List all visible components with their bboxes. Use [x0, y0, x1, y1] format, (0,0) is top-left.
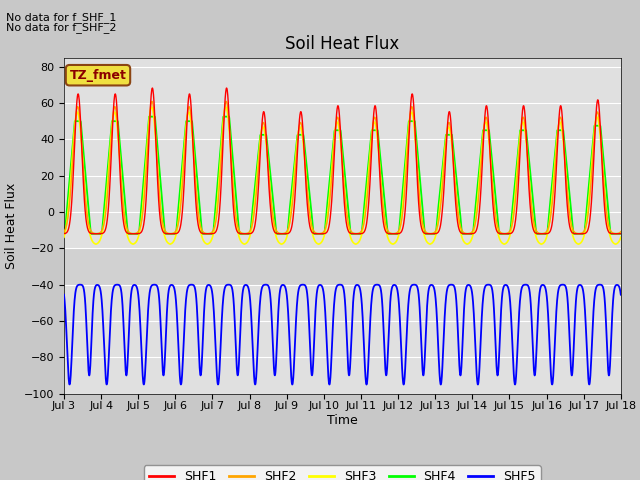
Bar [64, 248, 621, 285]
Text: TZ_fmet: TZ_fmet [70, 69, 127, 82]
X-axis label: Time: Time [327, 414, 358, 427]
Legend: SHF1, SHF2, SHF3, SHF4, SHF5: SHF1, SHF2, SHF3, SHF4, SHF5 [144, 465, 541, 480]
Y-axis label: Soil Heat Flux: Soil Heat Flux [5, 182, 19, 269]
Title: Soil Heat Flux: Soil Heat Flux [285, 35, 399, 53]
Text: No data for f_SHF_2: No data for f_SHF_2 [6, 22, 117, 33]
Text: No data for f_SHF_1: No data for f_SHF_1 [6, 12, 116, 23]
